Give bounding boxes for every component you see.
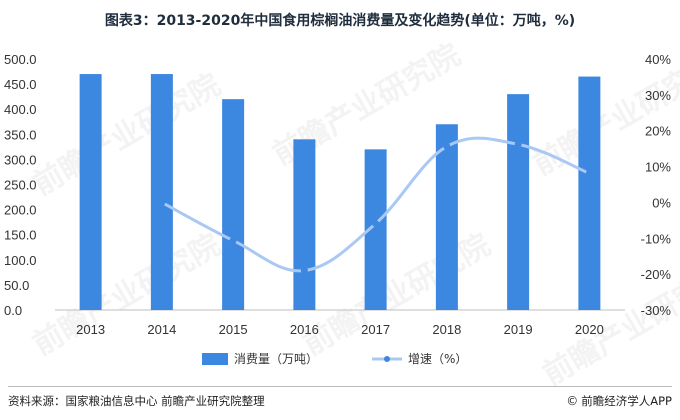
x-tick-label: 2014 (147, 322, 176, 337)
footer-brand-label: 前瞻经济学人APP (581, 394, 672, 408)
bar (293, 139, 316, 310)
growth-point (158, 198, 166, 206)
y-left-tick-label: 450.0 (4, 77, 37, 92)
y-left-tick-label: 300.0 (4, 152, 37, 167)
growth-point (443, 142, 451, 150)
x-tick-label: 2017 (361, 322, 390, 337)
y-right-tick-label: 40% (645, 52, 671, 67)
legend-line-marker (384, 356, 390, 362)
bar (507, 94, 530, 310)
x-tick-label: 2015 (219, 322, 248, 337)
y-left-tick-label: 100.0 (4, 253, 37, 268)
y-right-tick-label: -10% (641, 231, 672, 246)
footer-brand: © 前瞻经济学人APP (566, 393, 672, 409)
y-left-tick-label: 0.0 (4, 303, 22, 318)
bar (364, 149, 387, 310)
y-left-tick-label: 500.0 (4, 52, 37, 67)
bar (79, 74, 102, 310)
legend-bar-label: 消费量（万吨） (234, 352, 318, 366)
y-left-tick-label: 350.0 (4, 127, 37, 142)
bar (150, 74, 173, 310)
y-right-tick-label: 30% (645, 88, 671, 103)
y-right-tick-label: 20% (645, 124, 671, 139)
y-left-tick-label: 400.0 (4, 102, 37, 117)
y-left-tick-label: 200.0 (4, 203, 37, 218)
y-left-tick-label: 150.0 (4, 228, 37, 243)
legend-bar-swatch (202, 353, 228, 365)
y-right-tick-label: 0% (652, 195, 671, 210)
chart-title: 图表3：2013-2020年中国食用棕榈油消费量及变化趋势(单位：万吨，%) (104, 13, 576, 29)
x-tick-label: 2016 (290, 322, 319, 337)
x-tick-label: 2013 (76, 322, 105, 337)
y-right-tick-label: -30% (641, 303, 672, 318)
y-left-tick-label: 50.0 (4, 278, 29, 293)
source-note: 资料来源：国家粮油信息中心 前瞻产业研究院整理 (8, 394, 265, 408)
chart-area: 0.0 50.0 100.0 150.0 200.0 250.0 300.0 350.0 400… (4, 52, 672, 366)
bar (435, 124, 458, 310)
y-right-tick-label: 10% (645, 160, 671, 175)
growth-point (514, 140, 522, 148)
x-tick-label: 2020 (575, 322, 604, 337)
growth-point (300, 267, 308, 275)
legend-line-label: 增速（%） (408, 352, 467, 366)
footer-divider (8, 386, 672, 387)
growth-point (372, 220, 380, 228)
y-right-tick-label: -20% (641, 267, 672, 282)
y-left-tick-label: 250.0 (4, 178, 37, 193)
x-tick-label: 2018 (432, 322, 461, 337)
bar (222, 99, 245, 310)
growth-point (585, 169, 593, 177)
copyright-icon: © (566, 394, 579, 408)
bar (578, 76, 601, 310)
growth-point (229, 236, 237, 244)
x-tick-label: 2019 (504, 322, 533, 337)
